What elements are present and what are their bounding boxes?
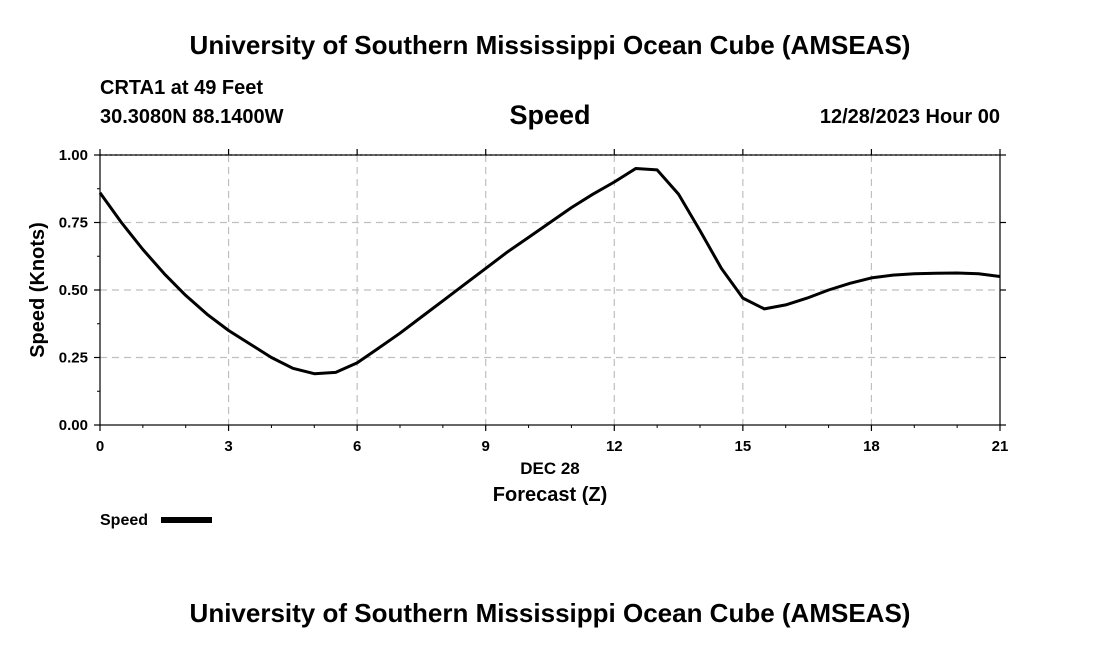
y-tick-label: 0.25 (59, 350, 88, 367)
x-tick-label: 12 (606, 438, 623, 455)
x-axis-label: Forecast (Z) (493, 484, 607, 506)
axis-ticks (94, 149, 1006, 431)
grid-lines (100, 154, 1000, 425)
y-tick-label: 0.00 (59, 417, 88, 434)
forecast-datetime: 12/28/2023 Hour 00 (819, 106, 1000, 128)
chart-footer-title: University of Southern Mississippi Ocean… (189, 598, 911, 628)
tick-labels: 0 3 6 9 12 15 18 21 0.00 0.25 0.50 0.75 1.00 (59, 147, 1009, 455)
y-tick-label: 0.75 (59, 215, 88, 232)
legend: Speed (100, 512, 212, 529)
x-tick-label: 3 (224, 438, 232, 455)
x-tick-label: 18 (863, 438, 880, 455)
x-axis-date-label: DEC 28 (520, 459, 580, 478)
chart-header-title: University of Southern Mississippi Ocean… (189, 30, 911, 60)
x-tick-label: 6 (353, 438, 361, 455)
parameter-title: Speed (509, 100, 591, 130)
y-tick-label: 1.00 (59, 147, 88, 164)
station-label: CRTA1 at 49 Feet (100, 77, 264, 99)
x-tick-label: 15 (735, 438, 752, 455)
speed-series-line (98, 167, 1001, 376)
station-coordinates: 30.3080N 88.1400W (100, 106, 284, 128)
y-axis-label: Speed (Knots) (27, 222, 49, 358)
legend-label-speed: Speed (100, 512, 148, 529)
x-tick-label: 21 (992, 438, 1009, 455)
y-tick-label: 0.50 (59, 282, 88, 299)
legend-swatch-speed (161, 517, 212, 523)
x-tick-label: 9 (482, 438, 490, 455)
x-tick-label: 0 (96, 438, 104, 455)
